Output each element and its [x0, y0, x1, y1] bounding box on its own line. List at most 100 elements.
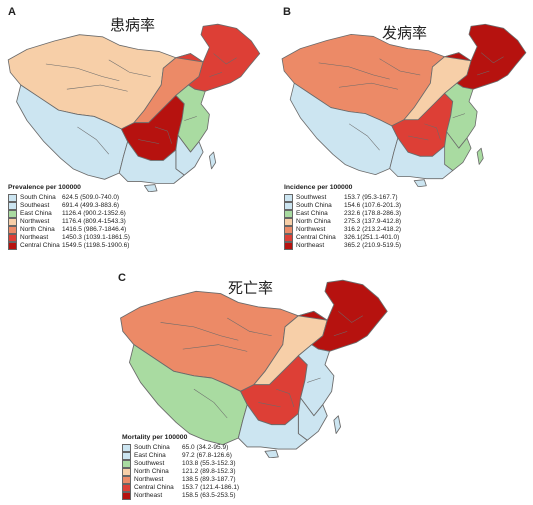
legend-swatch	[8, 242, 17, 250]
legend-row: East China 97.2 (67.8-126.6)	[122, 452, 239, 460]
region-east	[444, 82, 478, 149]
legend-region-name: Northeast	[20, 234, 49, 241]
legend-row: North China 121.2 (89.8-152.3)	[122, 468, 239, 476]
legend-swatch	[284, 202, 293, 210]
legend-panel-b: Incidence per 100000 Southwest 153.7 (95.…	[284, 184, 401, 250]
legend-region-value: 1176.4 (809.4-1543.3)	[62, 218, 126, 225]
province-border	[154, 126, 172, 144]
province-border	[213, 53, 237, 65]
legend-row: South China 624.5 (509.0-740.0)	[8, 194, 130, 202]
legend-swatch	[8, 210, 17, 218]
legend-swatch	[284, 226, 293, 234]
legend-region-value: 232.6 (178.8-286.3)	[344, 210, 402, 217]
province-border	[193, 388, 228, 419]
legend-region-name: North China	[296, 218, 331, 225]
legend-region-value: 1126.4 (900.2-1352.6)	[62, 210, 126, 217]
legend-row: East China 1126.4 (900.2-1352.6)	[8, 210, 130, 218]
legend-region-name: Northeast	[296, 242, 325, 249]
legend-swatch	[122, 452, 131, 460]
legend-region-name: East China	[20, 210, 52, 217]
legend-region-name: Northwest	[20, 218, 50, 225]
province-border	[338, 311, 363, 323]
legend-region-value: 103.8 (55.3-152.3)	[182, 460, 236, 467]
region-east	[297, 344, 335, 417]
province-border	[452, 113, 466, 118]
legend-swatch	[122, 460, 131, 468]
province-border	[66, 84, 128, 92]
legend-row: Southwest 153.7 (95.3-167.7)	[284, 194, 401, 202]
legend-region-name: South China	[296, 202, 332, 209]
legend-swatch	[8, 218, 17, 226]
legend-region-name: Southwest	[296, 194, 327, 201]
legend-row: Central China 326.1(251.1-401.0)	[284, 234, 401, 242]
panel-a-letter: A	[8, 6, 16, 18]
province-border	[424, 123, 441, 141]
legend-row: North China 275.3 (137.9-412.8)	[284, 218, 401, 226]
legend-region-name: Southwest	[134, 460, 165, 467]
province-border	[138, 139, 160, 144]
province-border	[160, 322, 239, 341]
legend-row: Central China 153.7 (121.4-186.1)	[122, 484, 239, 492]
legend-region-value: 316.2 (213.2-418.2)	[344, 226, 402, 233]
legend-region-name: North China	[134, 468, 169, 475]
legend-row: South China 65.0 (34.2-95.9)	[122, 444, 239, 452]
province-border	[184, 116, 197, 121]
map-panel-b	[281, 23, 527, 187]
legend-rows: South China 65.0 (34.2-95.9) East China 97.…	[122, 444, 239, 500]
region-taiwan	[476, 147, 484, 165]
legend-row: Northeast 158.5 (63.5-253.5)	[122, 492, 239, 500]
legend-region-name: Central China	[134, 484, 174, 491]
legend-row: South China 154.6 (107.6-201.3)	[284, 202, 401, 210]
legend-region-value: 121.2 (89.8-152.3)	[182, 468, 236, 475]
legend-rows: South China 624.5 (509.0-740.0) Southeast 6…	[8, 194, 130, 250]
legend-swatch	[122, 468, 131, 476]
region-east	[175, 84, 210, 153]
legend-region-name: South China	[20, 194, 56, 201]
province-border	[318, 62, 390, 80]
legend-region-name: East China	[296, 210, 328, 217]
legend-swatch	[122, 444, 131, 452]
legend-region-name: Northwest	[296, 226, 326, 233]
province-border	[348, 123, 380, 151]
legend-region-name: Northwest	[134, 476, 164, 483]
legend-region-value: 275.3 (137.9-412.8)	[344, 218, 402, 225]
legend-region-value: 153.7 (121.4-186.1)	[182, 484, 240, 491]
region-taiwan	[333, 415, 341, 434]
province-border	[227, 317, 272, 337]
legend-swatch	[8, 234, 17, 242]
legend-region-name: East China	[134, 452, 166, 459]
province-border	[276, 388, 295, 407]
legend-swatch	[122, 492, 131, 500]
legend-swatch	[284, 242, 293, 250]
legend-rows: Southwest 153.7 (95.3-167.7) South China 15…	[284, 194, 401, 250]
region-hainan	[264, 449, 279, 458]
legend-panel-c: Mortality per 100000 South China 65.0 (34…	[122, 434, 239, 500]
province-border	[307, 377, 321, 383]
region-south	[389, 137, 454, 180]
legend-panel-a: Prevalence per 100000 South China 624.5 (…	[8, 184, 130, 250]
legend-title: Prevalence per 100000	[8, 184, 81, 191]
region-hainan	[413, 179, 427, 187]
legend-row: East China 232.6 (178.8-286.3)	[284, 210, 401, 218]
legend-region-value: 1416.5 (986.7-1846.4)	[62, 226, 127, 233]
legend-region-name: Central China	[20, 242, 60, 249]
panel-a-title: 患病率	[110, 16, 156, 34]
region-hainan	[144, 184, 158, 192]
province-border	[407, 135, 429, 141]
panel-c-title: 死亡率	[228, 279, 274, 297]
legend-title: Mortality per 100000	[122, 434, 188, 441]
legend-region-value: 624.5 (509.0-740.0)	[62, 194, 120, 201]
legend-row: Southeast 691.4 (499.3-883.6)	[8, 202, 130, 210]
panel-b-title: 发病率	[382, 24, 428, 42]
legend-region-name: South China	[134, 444, 170, 451]
legend-row: Northeast 1450.3 (1039.1-1861.5)	[8, 234, 130, 242]
legend-row: Northeast 365.2 (210.9-519.5)	[284, 242, 401, 250]
province-border	[108, 59, 151, 77]
legend-swatch	[284, 218, 293, 226]
legend-title: Incidence per 100000	[284, 184, 353, 191]
map-panel-a	[7, 23, 261, 192]
legend-region-value: 1549.5 (1198.5-1900.6)	[62, 242, 130, 249]
province-border	[258, 402, 281, 408]
panel-c-letter: C	[118, 272, 126, 284]
region-taiwan	[208, 151, 217, 170]
